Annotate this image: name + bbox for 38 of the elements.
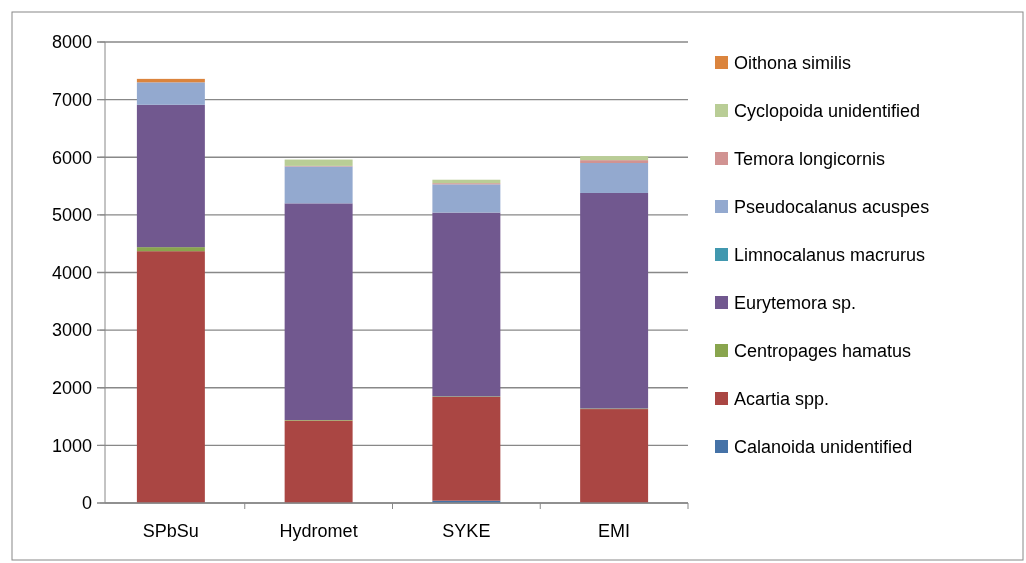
bar	[136, 104, 205, 248]
bar	[136, 247, 205, 252]
bar	[432, 184, 501, 213]
x-tick-label: EMI	[598, 521, 631, 541]
bar	[580, 160, 649, 164]
y-tick-label: 2000	[51, 378, 92, 399]
x-tick-label: SPbSu	[142, 521, 199, 541]
y-tick-label: 5000	[51, 205, 92, 226]
y-tick-label: 0	[81, 493, 92, 514]
bar	[580, 156, 649, 161]
bar	[580, 192, 649, 409]
bar	[432, 212, 501, 397]
legend-label: Eurytemora sp.	[734, 293, 857, 314]
bar	[284, 203, 353, 421]
legend-label: Centropages hamatus	[734, 341, 912, 362]
bar	[284, 159, 353, 166]
legend-label: Temora longicornis	[734, 149, 886, 170]
y-tick-label: 1000	[51, 435, 92, 456]
legend-label: Cyclopoida unidentified	[734, 101, 921, 122]
x-tick-label: SYKE	[442, 521, 491, 541]
bar	[136, 251, 205, 503]
y-tick-label: 3000	[51, 320, 92, 341]
bar	[284, 420, 353, 503]
bar	[432, 396, 501, 501]
y-tick-label: 4000	[51, 262, 92, 283]
x-tick-label: Hydromet	[279, 521, 358, 541]
bar	[580, 163, 649, 193]
y-tick-label: 7000	[51, 89, 92, 110]
y-tick-label: 8000	[51, 32, 92, 53]
legend-label: Limnocalanus macrurus	[734, 245, 926, 266]
bar	[284, 166, 353, 204]
legend-label: Calanoida unidentified	[734, 437, 913, 458]
bar	[136, 82, 205, 105]
y-tick-label: 6000	[51, 147, 92, 168]
legend-label: Acartia spp.	[734, 389, 830, 410]
bar	[580, 409, 649, 503]
legend-label: Pseudocalanus acuspes	[734, 197, 930, 218]
legend-label: Oithona similis	[734, 53, 852, 74]
